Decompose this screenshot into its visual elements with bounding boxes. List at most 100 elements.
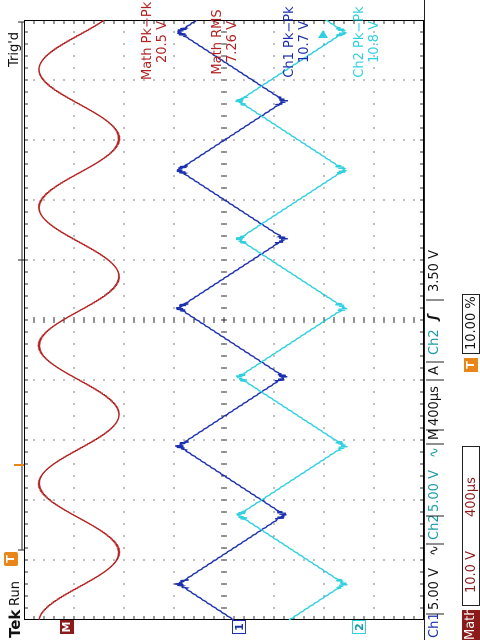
grid-dot	[323, 235, 325, 237]
grid-dot	[263, 559, 265, 561]
grid-dot	[373, 235, 375, 237]
grid-dot	[403, 259, 405, 261]
grid-dot	[63, 79, 65, 81]
grid-dot	[133, 559, 135, 561]
grid-dot	[273, 151, 275, 153]
grid-dot	[73, 535, 75, 537]
horizontal-position-value[interactable]: 10.00 %	[464, 296, 479, 350]
grid-dot	[273, 91, 275, 93]
grid-dot	[273, 211, 275, 213]
grid-dot	[173, 151, 175, 153]
grid-dot	[403, 559, 405, 561]
grid-dot	[93, 499, 95, 501]
grid-dot	[73, 247, 75, 249]
grid-dot	[123, 211, 125, 213]
measurement-math-pkpk[interactable]: Math Pk−Pk 20.5 V	[140, 2, 170, 80]
grid-dot	[73, 79, 75, 81]
grid-dot	[323, 367, 325, 369]
grid-dot	[123, 367, 125, 369]
grid-dot	[123, 283, 125, 285]
grid-dot	[383, 499, 385, 501]
grid-dot	[123, 379, 125, 381]
measurement-ch1-pkpk[interactable]: Ch1 Pk−Pk 10.7 V	[282, 4, 312, 80]
grid-dot	[393, 379, 395, 381]
grid-dot	[153, 559, 155, 561]
grid-dot	[373, 547, 375, 549]
grid-dot	[323, 415, 325, 417]
grid-dot	[93, 559, 95, 561]
math-readout: 10.0 V 400µs	[462, 446, 480, 606]
grid-dot	[123, 487, 125, 489]
grid-dot	[123, 463, 125, 465]
grid-dot	[63, 259, 65, 261]
grid-dot	[153, 499, 155, 501]
measurements-panel: Math Pk−Pk 20.5 V Math RMS 7.26 V Ch1 Pk…	[140, 2, 430, 80]
grid-dot	[373, 211, 375, 213]
grid-dot	[33, 379, 35, 381]
grid-dot	[373, 271, 375, 273]
grid-dot	[273, 55, 275, 57]
grid-dot	[233, 199, 235, 201]
grid-dot	[413, 499, 415, 501]
grid-dot	[123, 103, 125, 105]
grid-dot	[303, 499, 305, 501]
grid-dot	[313, 499, 315, 501]
grid-dot	[273, 547, 275, 549]
grid-dot	[313, 559, 315, 561]
grid-dot	[333, 79, 335, 81]
grid-dot	[363, 559, 365, 561]
grid-dot	[283, 79, 285, 81]
grid-dot	[253, 79, 255, 81]
grid-dot	[173, 235, 175, 237]
grid-dot	[73, 151, 75, 153]
grid-dot	[273, 583, 275, 585]
grid-dot	[73, 91, 75, 93]
grid-dot	[323, 307, 325, 309]
grid-dot	[123, 403, 125, 405]
grid-dot	[293, 559, 295, 561]
grid-dot	[123, 163, 125, 165]
math-scale[interactable]: 10.0 V	[464, 551, 479, 593]
grid-dot	[73, 187, 75, 189]
grid-dot	[373, 115, 375, 117]
measurement-math-rms[interactable]: Math RMS 7.26 V	[210, 4, 240, 80]
grid-dot	[123, 427, 125, 429]
grid-dot	[173, 199, 175, 201]
grid-dot	[273, 607, 275, 609]
grid-dot	[153, 79, 155, 81]
grid-dot	[373, 379, 375, 381]
grid-dot	[273, 103, 275, 105]
grid-dot	[173, 271, 175, 273]
grid-dot	[343, 139, 345, 141]
grid-dot	[103, 139, 105, 141]
grid-dot	[183, 79, 185, 81]
grid-dot	[273, 571, 275, 573]
math-timebase[interactable]: 400µs	[464, 477, 479, 517]
grid-dot	[73, 199, 75, 201]
grid-dot	[73, 163, 75, 165]
grid-dot	[153, 199, 155, 201]
grid-dot	[323, 187, 325, 189]
grid-dot	[373, 403, 375, 405]
grid-dot	[373, 367, 375, 369]
grid-dot	[293, 439, 295, 441]
measurement-name: Ch2 Pk−Pk	[352, 6, 367, 78]
grid-dot	[173, 451, 175, 453]
grid-dot	[163, 559, 165, 561]
grid-dot	[173, 559, 175, 561]
grid-dot	[123, 91, 125, 93]
grid-dot	[143, 259, 145, 261]
grid-dot	[73, 439, 75, 441]
grid-dot	[353, 199, 355, 201]
grid-dot	[373, 307, 375, 309]
grid-dot	[323, 151, 325, 153]
measurement-ch2-pkpk[interactable]: Ch2 Pk−Pk 10.8 V	[352, 4, 382, 80]
grid-dot	[273, 307, 275, 309]
grid-dot	[53, 379, 55, 381]
grid-dot	[73, 115, 75, 117]
grid-dot	[373, 487, 375, 489]
grid-dot	[173, 187, 175, 189]
grid-dot	[303, 259, 305, 261]
grid-dot	[123, 535, 125, 537]
grid-dot	[123, 583, 125, 585]
